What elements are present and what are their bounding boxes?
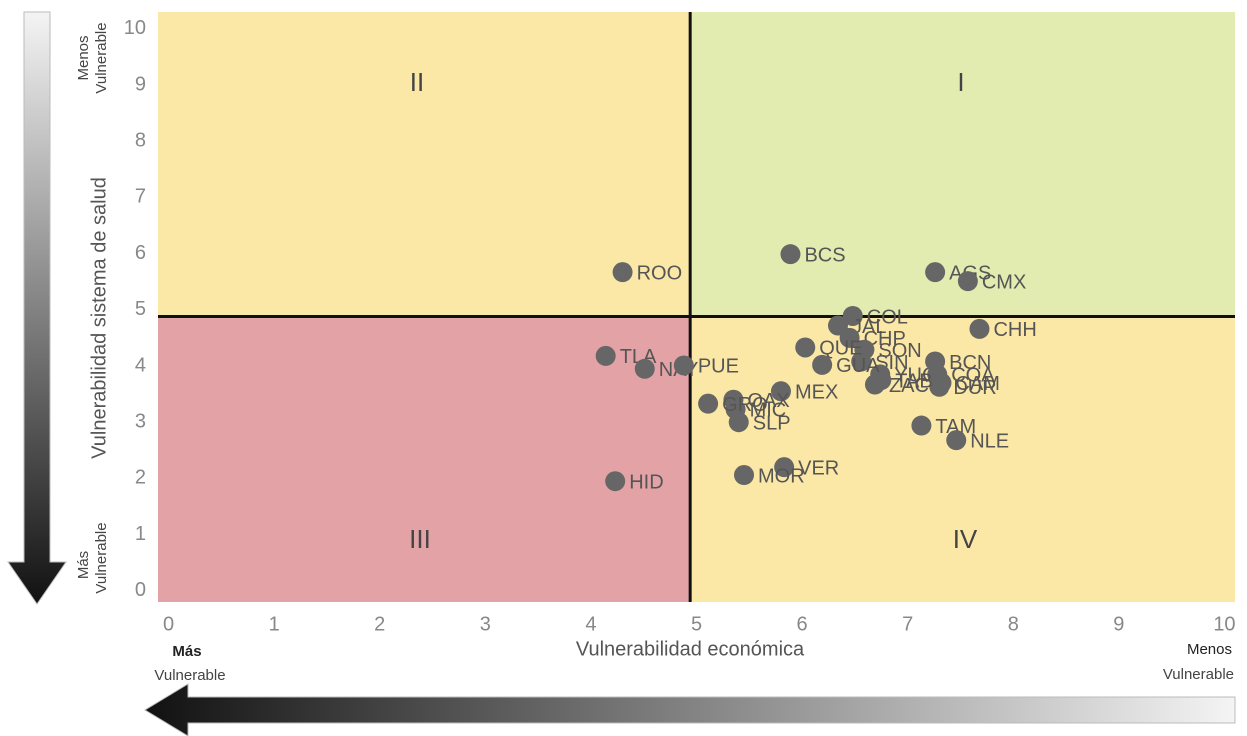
point-label: ZAC xyxy=(889,375,929,397)
x-tick-label: 3 xyxy=(480,613,491,635)
point-label: COL xyxy=(867,306,908,328)
y-tick-label: 1 xyxy=(135,523,146,545)
point-label: TAM xyxy=(935,416,976,438)
annotation: Vulnerable xyxy=(93,22,110,93)
y-tick-label: 6 xyxy=(135,242,146,264)
point xyxy=(871,370,892,391)
point xyxy=(969,318,990,339)
point xyxy=(925,262,946,283)
point xyxy=(911,415,932,436)
point xyxy=(842,305,863,326)
point-label: CMX xyxy=(982,271,1026,293)
point-label: VER xyxy=(798,457,839,479)
x-tick-label: 4 xyxy=(585,613,596,635)
y-tick-label: 5 xyxy=(135,298,146,320)
point-label: BCN xyxy=(949,352,991,374)
point xyxy=(634,358,655,379)
x-tick-label: 10 xyxy=(1213,613,1235,635)
point xyxy=(931,372,952,393)
point-label: OAX xyxy=(747,390,789,412)
annotation: Vulnerable xyxy=(1163,666,1234,683)
point xyxy=(812,354,833,375)
point xyxy=(795,337,816,358)
point-label: CHP xyxy=(864,328,906,350)
y-arrow xyxy=(7,11,67,605)
y-tick-label: 9 xyxy=(135,73,146,95)
x-tick-label: 7 xyxy=(902,613,913,635)
point xyxy=(774,457,795,478)
point-label: ROO xyxy=(637,262,683,284)
point-label: MEX xyxy=(795,382,838,404)
annotation: Más xyxy=(172,643,201,660)
point-label: GRO xyxy=(722,394,768,416)
point-label: SLP xyxy=(753,412,791,434)
point-label: NLE xyxy=(970,430,1009,452)
y-tick-label: 10 xyxy=(124,17,146,39)
y-tick-label: 8 xyxy=(135,130,146,152)
annotation: Más xyxy=(75,551,92,579)
point xyxy=(946,430,967,451)
annotation: Vulnerable xyxy=(93,522,110,593)
x-tick-label: 2 xyxy=(374,613,385,635)
point xyxy=(612,262,633,283)
y-tick-label: 0 xyxy=(135,579,146,601)
y-tick-label: 3 xyxy=(135,410,146,432)
point-label: HID xyxy=(629,471,663,493)
point xyxy=(770,381,791,402)
y-tick-label: 2 xyxy=(135,467,146,489)
point xyxy=(780,244,801,265)
point-label: COA xyxy=(951,365,995,387)
quadrant-label: II xyxy=(410,67,424,97)
quadrant xyxy=(158,12,691,317)
y-tick-label: 7 xyxy=(135,186,146,208)
annotation: Vulnerable xyxy=(154,667,225,684)
annotation: Menos xyxy=(1187,641,1232,658)
point xyxy=(673,355,694,376)
point-label: GUA xyxy=(836,355,880,377)
point-label: PUE xyxy=(698,356,739,378)
point xyxy=(595,345,616,366)
annotation: Menos xyxy=(75,35,92,80)
x-tick-label: 6 xyxy=(797,613,808,635)
x-tick-label: 9 xyxy=(1113,613,1124,635)
y-axis-label: Vulnerabilidad sistema de salud xyxy=(88,177,110,459)
point-label: TAB xyxy=(895,370,932,392)
quadrant-label: III xyxy=(409,524,431,554)
point-label: MIC xyxy=(750,400,787,422)
point xyxy=(957,271,978,292)
quadrant-label: I xyxy=(957,67,964,97)
x-tick-label: 8 xyxy=(1008,613,1019,635)
point xyxy=(734,465,755,486)
y-tick-label: 4 xyxy=(135,354,146,376)
point-label: MOR xyxy=(758,465,805,487)
x-arrow xyxy=(144,683,1236,736)
point xyxy=(851,351,872,372)
point xyxy=(728,412,749,433)
x-axis-label: Vulnerabilidad económica xyxy=(576,638,805,660)
point-label: YUC xyxy=(894,365,936,387)
x-tick-label: 0 xyxy=(163,613,174,635)
point-label: SON xyxy=(878,340,921,362)
point-label: QUE xyxy=(819,338,862,360)
x-tick-label: 1 xyxy=(269,613,280,635)
point-label: JAL xyxy=(852,316,886,338)
point-label: DUR xyxy=(953,377,996,399)
point xyxy=(839,327,860,348)
point xyxy=(698,393,719,414)
point xyxy=(605,471,626,492)
quadrant-label: IV xyxy=(953,524,978,554)
point-label: BCS xyxy=(804,244,845,266)
point-label: CAM xyxy=(955,373,999,395)
x-tick-label: 5 xyxy=(691,613,702,635)
quadrant xyxy=(690,12,1235,317)
point-label: CHH xyxy=(993,319,1036,341)
